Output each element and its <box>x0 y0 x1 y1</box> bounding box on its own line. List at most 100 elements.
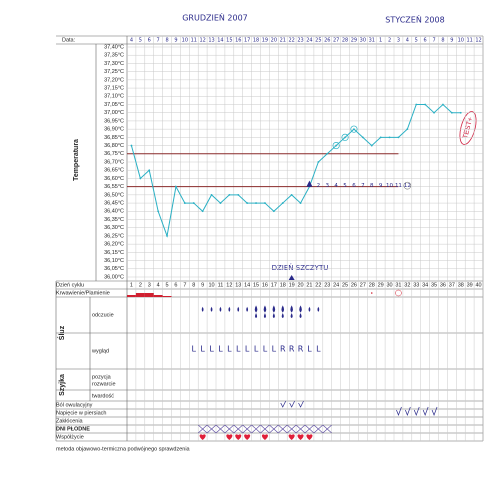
x-tick-label: 33 <box>413 282 419 288</box>
temperature-point <box>246 202 249 204</box>
date-label: 10 <box>182 38 188 44</box>
date-label: 1 <box>379 38 382 44</box>
mucus-drop <box>290 313 293 318</box>
date-label: 31 <box>369 38 375 44</box>
y-tick-label: 36,70°C <box>104 159 124 165</box>
fertile-cross <box>215 424 226 434</box>
temperature-point <box>388 136 391 139</box>
temperature-point <box>442 103 444 106</box>
mucus-drop <box>263 305 267 313</box>
x-tick-label: 27 <box>360 282 366 288</box>
date-label: 12 <box>199 38 205 44</box>
row-label: Ból owulacyjny <box>56 402 93 408</box>
date-label: 2 <box>388 38 391 44</box>
y-tick-label: 37,35°C <box>104 53 124 59</box>
y-tick-label: 36,60°C <box>104 176 124 182</box>
shift-marker <box>306 180 313 187</box>
count-label: 7 <box>361 183 365 189</box>
count-label: 2 <box>317 183 321 189</box>
count-label: 12 <box>404 183 411 189</box>
fertile-cross <box>322 424 332 434</box>
date-label: 28 <box>342 38 348 44</box>
count-label: 9 <box>379 183 383 189</box>
date-label: 6 <box>148 38 151 44</box>
intercourse-heart <box>288 434 295 440</box>
temperature-point <box>353 128 355 131</box>
bleeding-mark <box>153 295 163 297</box>
date-label: 25 <box>315 38 321 44</box>
date-label: 22 <box>288 38 294 44</box>
date-label: 26 <box>324 38 330 44</box>
mucus-look-mark: L <box>245 345 250 354</box>
y-tick-label: 37,05°C <box>104 102 124 108</box>
bleeding-mark <box>162 296 172 297</box>
date-label: 30 <box>360 38 366 44</box>
y-tick-label: 36,80°C <box>104 143 124 149</box>
row-label: Szyjka <box>59 374 66 396</box>
date-label: Data: <box>62 37 76 43</box>
check-mark <box>280 400 287 408</box>
date-label: 14 <box>217 38 223 44</box>
mucus-drop <box>308 306 311 312</box>
y-tick-label: 36,85°C <box>104 135 124 141</box>
count-label: 10 <box>386 183 393 189</box>
temperature-point <box>183 202 186 204</box>
x-tick-label: 12 <box>226 282 232 288</box>
y-axis-label: Temperatura <box>73 139 80 181</box>
x-tick-label: 25 <box>342 282 348 288</box>
peak-label: DZIEŃ SZCZYTU <box>272 263 329 272</box>
date-label: 9 <box>174 38 177 44</box>
date-label: 10 <box>458 38 464 44</box>
temperature-point <box>379 136 382 139</box>
fertile-cross <box>242 424 252 434</box>
temperature-point <box>210 193 213 196</box>
date-label: 21 <box>280 38 286 44</box>
fertile-cross <box>206 424 217 434</box>
date-label: 5 <box>415 38 418 44</box>
mucus-look-mark: L <box>316 345 321 354</box>
temperature-point <box>255 202 257 204</box>
x-tick-label: 14 <box>244 282 250 288</box>
date-label: 9 <box>450 38 453 44</box>
x-tick-label: 30 <box>386 282 392 288</box>
x-tick-label: 39 <box>467 282 473 288</box>
y-tick-label: 36,75°C <box>104 151 124 157</box>
mucus-drop <box>246 306 249 312</box>
intercourse-heart <box>244 434 251 440</box>
temperature-point <box>370 144 373 147</box>
row-label: rozwarcie <box>92 381 116 387</box>
bleeding-dot <box>370 292 373 294</box>
peak-marker <box>288 275 295 280</box>
month-label: STYCZEŃ 2008 <box>385 14 444 25</box>
temperature-point <box>326 152 329 155</box>
temperature-point <box>459 111 462 114</box>
mucus-drop <box>263 313 266 318</box>
temperature-point <box>157 210 160 213</box>
y-tick-label: 37,25°C <box>104 69 124 75</box>
fertile-cross <box>278 424 288 434</box>
fertile-cross <box>269 424 279 434</box>
x-tick-label: 17 <box>271 282 277 288</box>
temperature-point <box>166 235 168 237</box>
y-tick-label: 36,25°C <box>104 233 124 239</box>
mucus-look-mark: R <box>298 345 304 354</box>
y-tick-label: 36,00°C <box>104 274 124 280</box>
y-tick-label: 36,95°C <box>104 118 124 124</box>
x-tick-label: 35 <box>431 282 437 288</box>
mucus-look-mark: L <box>272 345 277 354</box>
temperature-point <box>264 202 266 204</box>
fertile-cross <box>295 424 306 434</box>
row-label: Dzień cyklu <box>56 282 84 288</box>
y-tick-label: 37,30°C <box>104 61 124 67</box>
date-label: 7 <box>432 38 435 44</box>
y-tick-label: 36,15°C <box>104 250 124 256</box>
mucus-look-mark: L <box>200 345 205 354</box>
mucus-look-mark: L <box>236 345 241 354</box>
y-tick-label: 36,45°C <box>104 201 124 207</box>
mucus-drop <box>201 306 204 312</box>
x-tick-label: 16 <box>262 282 268 288</box>
fertile-cross <box>260 424 270 434</box>
x-tick-label: 36 <box>440 282 446 288</box>
mucus-look-mark: R <box>289 345 295 354</box>
